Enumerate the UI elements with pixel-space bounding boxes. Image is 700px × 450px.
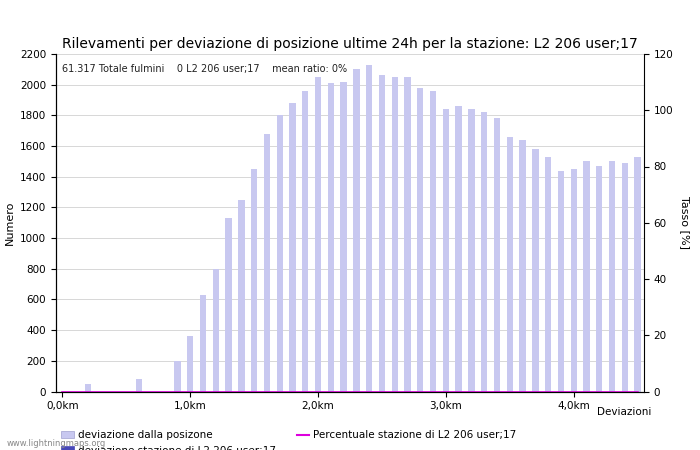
Bar xyxy=(468,109,475,392)
Bar xyxy=(225,218,232,392)
Bar xyxy=(634,157,640,392)
Bar xyxy=(545,157,552,392)
Bar xyxy=(276,115,283,392)
Bar xyxy=(622,163,628,392)
Y-axis label: Tasso [%]: Tasso [%] xyxy=(680,196,690,249)
Bar xyxy=(213,269,219,392)
Bar xyxy=(507,137,513,392)
Bar xyxy=(583,162,589,392)
Bar xyxy=(238,200,244,392)
Bar xyxy=(391,77,398,391)
Bar xyxy=(442,109,449,392)
Bar xyxy=(264,134,270,392)
Bar xyxy=(199,295,206,392)
Bar xyxy=(494,118,500,392)
Bar xyxy=(136,379,142,392)
Bar xyxy=(417,88,424,392)
Y-axis label: Numero: Numero xyxy=(4,201,15,245)
Text: 61.317 Totale fulmini    0 L2 206 user;17    mean ratio: 0%: 61.317 Totale fulmini 0 L2 206 user;17 m… xyxy=(62,64,347,74)
Bar xyxy=(174,361,181,392)
Bar xyxy=(302,91,309,392)
Bar xyxy=(570,169,577,392)
Text: www.lightningmaps.org: www.lightningmaps.org xyxy=(7,439,106,448)
Bar xyxy=(558,171,564,392)
Title: Rilevamenti per deviazione di posizione ultime 24h per la stazione: L2 206 user;: Rilevamenti per deviazione di posizione … xyxy=(62,37,638,51)
Bar xyxy=(354,69,360,392)
Bar xyxy=(481,112,487,392)
Bar xyxy=(187,336,193,392)
Bar xyxy=(340,81,346,392)
Text: Deviazioni: Deviazioni xyxy=(596,407,651,417)
Bar xyxy=(251,169,258,392)
Bar xyxy=(289,103,295,392)
Bar xyxy=(456,106,462,392)
Bar xyxy=(85,384,91,392)
Bar xyxy=(379,76,385,392)
Bar xyxy=(328,83,334,392)
Bar xyxy=(405,77,411,391)
Bar xyxy=(519,140,526,392)
Bar xyxy=(609,162,615,392)
Bar xyxy=(366,65,372,392)
Bar xyxy=(532,149,538,392)
Bar xyxy=(315,77,321,391)
Bar xyxy=(596,166,603,392)
Bar xyxy=(430,91,436,392)
